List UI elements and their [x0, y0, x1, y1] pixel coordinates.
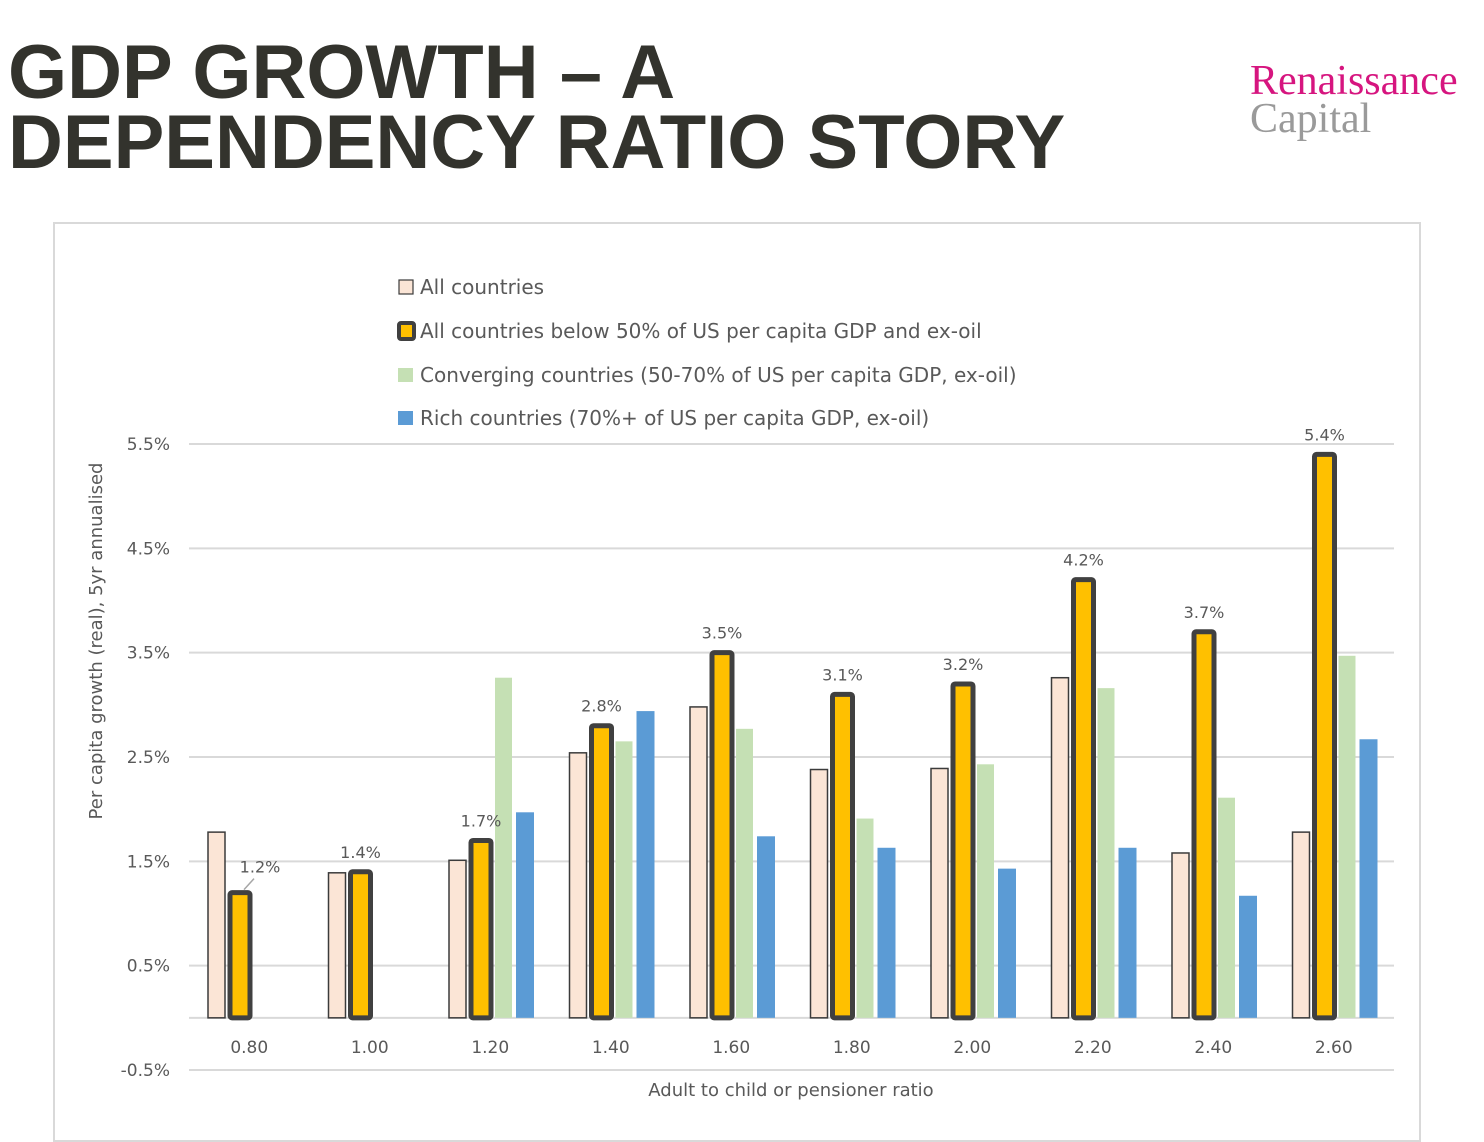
- legend-swatch: [398, 279, 414, 295]
- bar-below-50pct: [227, 890, 253, 1021]
- bar-converging: [615, 741, 633, 1018]
- x-axis-title: Adult to child or pensioner ratio: [648, 1080, 933, 1101]
- legend-swatch: [398, 411, 413, 425]
- legend: All countries All countries below 50% of …: [397, 275, 1017, 430]
- data-label: 3.5%: [702, 624, 743, 643]
- data-label: 4.2%: [1063, 551, 1104, 570]
- data-label: 3.1%: [822, 665, 863, 684]
- renaissance-capital-logo: Renaissance Capital: [1250, 58, 1458, 142]
- bar-below-50pct: [1312, 451, 1337, 1021]
- x-tick-label: 1.20: [471, 1038, 509, 1058]
- bar-all-countries: [1050, 676, 1070, 1019]
- bar-below-50pct: [950, 681, 976, 1021]
- y-tick-label: 0.5%: [127, 957, 170, 977]
- legend-label: Rich countries (70%+ of US per capita GD…: [420, 406, 929, 430]
- data-label: 3.7%: [1184, 603, 1225, 622]
- x-tick-label: 1.00: [351, 1038, 389, 1058]
- bar-converging: [977, 764, 994, 1018]
- x-axis-ticks: 0.80 1.00 1.20 1.40 1.60 1.80 2.00 2.20 2.40 2.60: [230, 1038, 1352, 1058]
- bar-below-50pct: [1191, 629, 1217, 1021]
- x-tick-label: 1.60: [712, 1038, 750, 1058]
- bar-converging: [1218, 797, 1235, 1018]
- y-tick-label: 4.5%: [127, 539, 170, 559]
- x-tick-label: 2.00: [953, 1038, 991, 1058]
- bar-all-countries: [327, 872, 347, 1019]
- x-tick-label: 2.60: [1315, 1038, 1353, 1058]
- x-tick-label: 2.40: [1194, 1038, 1232, 1058]
- bar-chart: 5.5%4.5%3.5%2.5%1.5%0.5%-0.5% 1.2%1.4%1.…: [86, 275, 1394, 1101]
- bar-rich: [998, 868, 1016, 1018]
- bar-all-countries: [207, 831, 226, 1019]
- bar-below-50pct: [830, 691, 855, 1021]
- bars: [207, 451, 1378, 1021]
- data-label: 3.2%: [943, 655, 984, 674]
- x-tick-label: 0.80: [230, 1038, 268, 1058]
- legend-item: Converging countries (50-70% of US per c…: [398, 363, 1017, 387]
- data-label: 1.2%: [240, 858, 281, 877]
- bar-converging: [1338, 655, 1356, 1018]
- bar-converging: [736, 728, 753, 1018]
- x-tick-label: 1.40: [592, 1038, 630, 1058]
- slide-title-line-1: GDP GROWTH – A: [8, 30, 676, 115]
- x-tick-label: 2.20: [1074, 1038, 1112, 1058]
- bar-below-50pct: [709, 650, 735, 1021]
- legend-item: Rich countries (70%+ of US per capita GD…: [398, 406, 929, 430]
- y-axis-ticks: 5.5% 4.5% 3.5% 2.5% 1.5% 0.5% -0.5%: [121, 435, 170, 1081]
- bar-all-countries: [568, 752, 588, 1019]
- bar-below-50pct: [348, 869, 373, 1021]
- logo-line-2: Capital: [1250, 96, 1372, 142]
- data-label: 5.4%: [1304, 425, 1345, 444]
- legend-label: All countries: [420, 275, 544, 299]
- data-labels: 1.2% 1.4% 1.7% 2.8% 3.5% 3.1% 3.2% 4.2% 3.7% 5.4%: [240, 425, 1345, 891]
- bar-converging: [495, 677, 512, 1018]
- legend-swatch: [398, 368, 413, 382]
- bar-all-countries: [448, 859, 467, 1019]
- bar-rich: [757, 836, 775, 1018]
- bar-rich: [516, 812, 534, 1018]
- legend-label: Converging countries (50-70% of US per c…: [420, 363, 1017, 387]
- legend-item: All countries: [398, 275, 544, 299]
- bar-all-countries: [930, 767, 949, 1019]
- bar-rich: [1359, 739, 1378, 1018]
- bar-rich: [1118, 847, 1137, 1018]
- bar-rich: [1239, 895, 1257, 1018]
- legend-swatch: [397, 321, 416, 341]
- data-label: 2.8%: [581, 697, 622, 716]
- y-tick-label: 2.5%: [127, 748, 170, 768]
- slide-title: GDP GROWTH – A DEPENDENCY RATIO STORY: [8, 30, 1066, 185]
- bar-below-50pct: [468, 837, 494, 1021]
- y-tick-label: 3.5%: [127, 644, 170, 664]
- data-label: 1.4%: [340, 843, 381, 862]
- bar-all-countries: [689, 706, 708, 1019]
- bar-rich: [877, 847, 896, 1018]
- y-tick-label: -0.5%: [121, 1061, 170, 1081]
- data-label: 1.7%: [461, 811, 502, 830]
- bar-rich: [636, 711, 655, 1018]
- y-tick-label: 1.5%: [127, 852, 170, 872]
- bar-converging: [856, 818, 874, 1018]
- data-label-leader-line: [243, 878, 255, 891]
- bar-all-countries: [1171, 852, 1190, 1019]
- x-tick-label: 1.80: [833, 1038, 871, 1058]
- legend-item: All countries below 50% of US per capita…: [397, 319, 982, 343]
- logo-line-1: Renaissance: [1250, 58, 1458, 104]
- slide-title-line-2: DEPENDENCY RATIO STORY: [8, 100, 1066, 185]
- legend-label: All countries below 50% of US per capita…: [420, 319, 982, 343]
- bar-all-countries: [809, 768, 829, 1019]
- y-axis-title: Per capita growth (real), 5yr annualised: [86, 463, 107, 820]
- bar-converging: [1097, 688, 1115, 1018]
- bar-below-50pct: [589, 723, 614, 1021]
- y-tick-label: 5.5%: [127, 435, 170, 455]
- bar-below-50pct: [1071, 577, 1096, 1021]
- bar-all-countries: [1291, 831, 1311, 1019]
